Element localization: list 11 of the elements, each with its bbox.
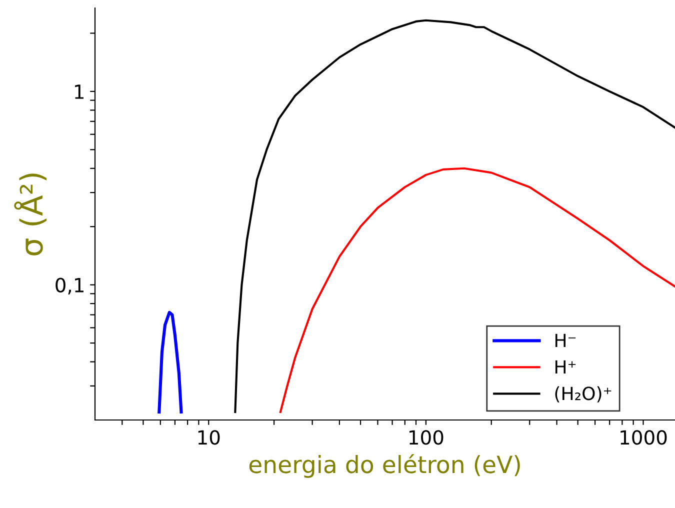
y-axis-title: σ (Å²): [14, 174, 46, 256]
legend-label: H⁺: [555, 360, 576, 374]
x-tick-label: 1000: [620, 430, 667, 445]
x-tick-label: 100: [410, 430, 444, 445]
y-tick-label: 1: [75, 84, 84, 99]
legend-label: H⁻: [555, 334, 576, 347]
legend-label: (H₂O)⁺: [555, 386, 612, 402]
x-tick-label: 10: [198, 430, 220, 445]
line-series: [158, 310, 183, 414]
x-axis-title: energia do elétron (eV): [249, 454, 520, 478]
y-tick-label: 0,1: [56, 278, 84, 294]
